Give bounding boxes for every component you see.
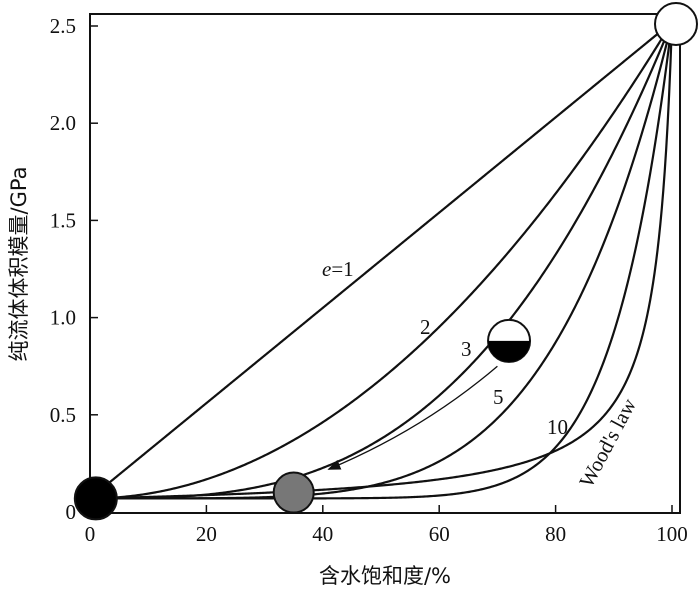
curve-label: e=1: [322, 257, 354, 281]
x-tick-label: 80: [545, 522, 566, 546]
plot-frame: [89, 13, 681, 514]
marker-gas: [73, 476, 118, 521]
x-tick-label: 60: [429, 522, 450, 546]
y-tick-label: 1.5: [50, 208, 76, 232]
x-tick-label: 100: [656, 522, 688, 546]
curve-label: 5: [493, 385, 504, 409]
y-axis-title: 纯流体体积模量/GPa: [7, 167, 31, 362]
curve-line: [90, 21, 673, 500]
state-markers: [73, 2, 698, 521]
curve-label: 2: [420, 315, 431, 339]
curves: [90, 21, 674, 500]
x-tick-label: 40: [312, 522, 333, 546]
curve-line: [90, 21, 674, 500]
curve-line: [90, 22, 674, 500]
marker-mixed: [272, 471, 315, 514]
y-tick-label: 2.5: [50, 14, 76, 38]
saturation-arrow: [327, 365, 498, 470]
x-tick-label: 0: [85, 522, 96, 546]
curve-label: 3: [461, 337, 472, 361]
curve-label-italic: e: [322, 257, 331, 281]
axis-ticks: 0 20 40 60 80 100 0 0.5 1.0 1.5 2.0 2.5: [50, 14, 688, 546]
y-tick-label: 0: [66, 500, 77, 524]
curve-label: 10: [547, 415, 568, 439]
y-tick-label: 2.0: [50, 111, 76, 135]
marker-half-fill: [488, 340, 531, 362]
y-tick-label: 0.5: [50, 403, 76, 427]
curve-label: Wood's law: [574, 394, 641, 492]
curve-label-rest: =1: [331, 257, 353, 281]
marker-water: [654, 2, 698, 46]
y-tick-label: 1.0: [50, 306, 76, 330]
x-tick-label: 20: [196, 522, 217, 546]
x-axis-title: 含水饱和度/%: [319, 564, 451, 588]
curve-labels: e=1 2 35 10 Wood's law: [322, 257, 641, 491]
curve-line: [90, 21, 673, 500]
